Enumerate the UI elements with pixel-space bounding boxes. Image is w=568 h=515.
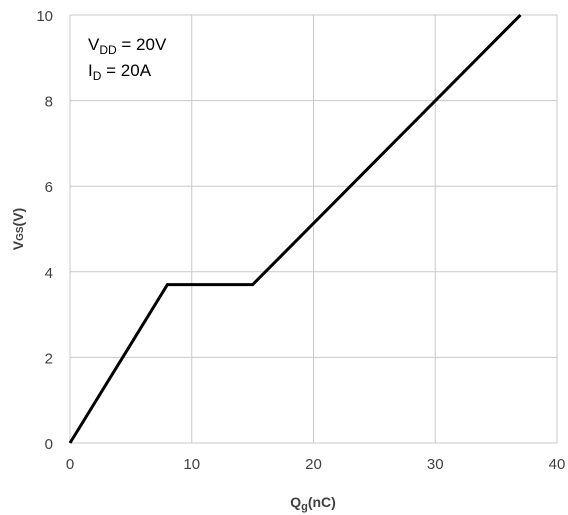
x-tick-label: 10 <box>183 456 200 473</box>
y-tick-label: 2 <box>45 350 53 367</box>
gate-charge-line <box>68 13 522 444</box>
y-tick-label: 8 <box>45 94 53 111</box>
annotation-vdd: VDD = 20V <box>88 35 167 57</box>
y-tick-label: 4 <box>45 265 53 282</box>
x-axis-title: Qg(nC) <box>290 494 336 513</box>
annotation-id: ID = 20A <box>88 61 152 83</box>
y-tick-label: 0 <box>45 436 53 453</box>
y-axis-title: VGS(V) <box>10 208 26 250</box>
x-tick-label: 0 <box>66 456 74 473</box>
y-tick-label: 6 <box>45 179 53 196</box>
grid-lines <box>69 14 558 444</box>
x-tick-label: 40 <box>549 456 566 473</box>
chart-annotation: VDD = 20V ID = 20A <box>88 35 167 83</box>
x-tick-label: 20 <box>305 456 322 473</box>
tick-labels: 0 10 20 30 40 0 2 4 6 8 10 <box>36 8 565 473</box>
y-tick-label: 10 <box>36 8 53 25</box>
x-tick-label: 30 <box>427 456 444 473</box>
series-lines <box>68 13 522 444</box>
